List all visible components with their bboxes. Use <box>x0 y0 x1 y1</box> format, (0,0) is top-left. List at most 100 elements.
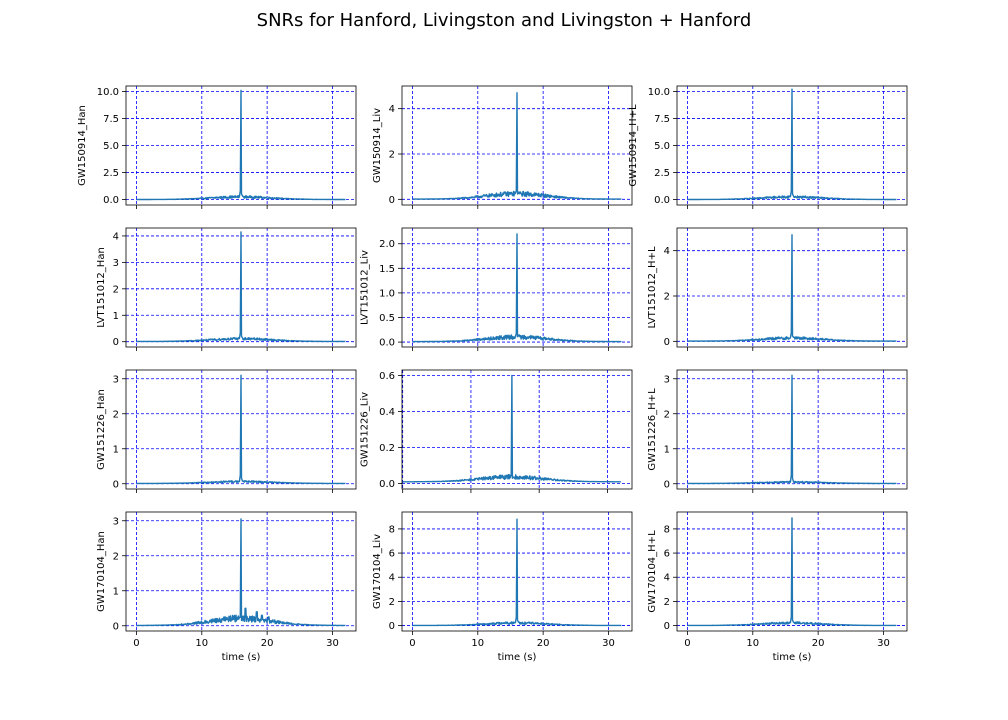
y-tick-label: 8 <box>389 524 395 535</box>
y-tick-label: 0 <box>113 337 119 348</box>
subplot: 0 2 4 LVT151012_H+L <box>647 227 908 351</box>
y-tick-label: 3 <box>113 516 119 527</box>
snr-series-line <box>136 518 346 627</box>
y-tick-label: 10.0 <box>648 87 670 98</box>
y-axis-label: GW170104_Liv <box>372 534 383 609</box>
y-tick-label: 8 <box>664 524 670 535</box>
x-tick-label: 30 <box>326 638 339 649</box>
y-tick-label: 2 <box>664 292 670 303</box>
plot-frame <box>676 227 908 348</box>
subplot: 0.0 0.2 0.4 0.6 GW151226_Liv <box>359 369 633 493</box>
y-tick-label: 4 <box>113 231 119 242</box>
y-tick-label: 2.5 <box>654 168 670 179</box>
snr-series-line <box>136 231 346 343</box>
snr-series-line <box>402 374 622 483</box>
snr-series-line <box>412 233 622 343</box>
y-tick-label: 2 <box>113 284 119 295</box>
x-tick-label: 20 <box>537 638 550 649</box>
x-axis-label: time (s) <box>498 652 537 663</box>
plot-frame <box>125 227 357 348</box>
y-axis-label: GW170104_H+L <box>647 530 658 613</box>
snr-series-line <box>687 517 897 627</box>
plot-frame <box>401 85 633 206</box>
y-tick-label: 1 <box>664 444 670 455</box>
y-axis-label: GW170104_Han <box>96 531 107 612</box>
y-tick-label: 1 <box>113 444 119 455</box>
x-tick-label: 10 <box>471 638 484 649</box>
y-tick-label: 6 <box>664 549 670 560</box>
subplot: 0.0 2.5 5.0 7.5 10.0 GW150914_Han <box>77 85 357 209</box>
y-tick-label: 5.0 <box>654 141 670 152</box>
y-tick-label: 4 <box>664 573 670 584</box>
y-tick-label: 0.5 <box>379 313 395 324</box>
y-axis-label: GW151226_Liv <box>359 392 370 467</box>
y-axis-label: GW150914_Han <box>77 105 88 186</box>
x-tick-label: 0 <box>133 638 139 649</box>
y-axis-label: LVT151012_H+L <box>647 246 658 328</box>
x-tick-label: 10 <box>195 638 208 649</box>
y-axis-label: GW151226_H+L <box>647 388 658 471</box>
plot-frame <box>676 369 908 490</box>
snr-series-line <box>687 234 897 342</box>
plot-frame <box>401 227 633 348</box>
x-tick-label: 10 <box>746 638 759 649</box>
y-tick-label: 0 <box>389 621 395 632</box>
y-tick-label: 2 <box>664 597 670 608</box>
y-tick-label: 3 <box>664 374 670 385</box>
subplot: 0.0 0.5 1.0 1.5 2.0 LVT151012_Liv <box>359 227 633 351</box>
y-tick-label: 0 <box>113 479 119 490</box>
y-tick-label: 0 <box>389 195 395 206</box>
y-tick-label: 0.0 <box>379 338 395 349</box>
y-tick-label: 2 <box>389 150 395 161</box>
plot-frame <box>676 511 908 632</box>
subplot: 0 1 2 3 GW151226_H+L <box>647 369 908 493</box>
snr-series-line <box>687 374 897 485</box>
plot-frame <box>401 369 633 490</box>
x-tick-label: 20 <box>261 638 274 649</box>
subplot: 0.0 2.5 5.0 7.5 10.0 GW150914_H+L <box>628 85 908 209</box>
y-tick-label: 2 <box>389 597 395 608</box>
y-tick-label: 0.0 <box>103 195 119 206</box>
y-tick-label: 10.0 <box>97 87 119 98</box>
y-tick-label: 0.4 <box>379 407 395 418</box>
y-tick-label: 4 <box>664 246 670 257</box>
plot-frame <box>125 369 357 490</box>
y-tick-label: 0 <box>664 621 670 632</box>
y-tick-label: 0 <box>664 479 670 490</box>
y-axis-label: LVT151012_Liv <box>359 250 370 325</box>
y-tick-label: 3 <box>113 258 119 269</box>
y-tick-label: 2.0 <box>379 239 395 250</box>
y-tick-label: 1 <box>113 311 119 322</box>
plot-frame <box>401 511 633 632</box>
x-axis-label: time (s) <box>773 652 812 663</box>
y-tick-label: 0.0 <box>654 195 670 206</box>
y-axis-label: GW150914_Liv <box>372 108 383 183</box>
y-tick-label: 2 <box>113 551 119 562</box>
x-tick-label: 30 <box>877 638 890 649</box>
subplot: 0 1 2 3 4 LVT151012_Han <box>96 227 357 351</box>
y-tick-label: 7.5 <box>103 114 119 125</box>
y-tick-label: 7.5 <box>654 114 670 125</box>
y-tick-label: 1 <box>113 586 119 597</box>
plot-frame <box>125 511 357 632</box>
snr-series-line <box>136 89 346 201</box>
y-tick-label: 3 <box>113 374 119 385</box>
x-tick-label: 0 <box>409 638 415 649</box>
y-tick-label: 2 <box>113 409 119 420</box>
y-tick-label: 2 <box>664 409 670 420</box>
x-axis-label: time (s) <box>222 652 261 663</box>
y-axis-label: GW151226_Han <box>96 389 107 470</box>
snr-series-line <box>412 92 622 200</box>
y-axis-label: GW150914_H+L <box>628 104 639 187</box>
y-axis-label: LVT151012_Han <box>96 247 107 328</box>
y-tick-label: 0 <box>113 621 119 632</box>
y-tick-label: 1.0 <box>379 288 395 299</box>
y-tick-label: 6 <box>389 549 395 560</box>
snr-series-line <box>412 518 622 627</box>
y-tick-label: 2.5 <box>103 168 119 179</box>
figure-title: SNRs for Hanford, Livingston and Livings… <box>256 10 752 31</box>
y-tick-label: 0 <box>664 337 670 348</box>
